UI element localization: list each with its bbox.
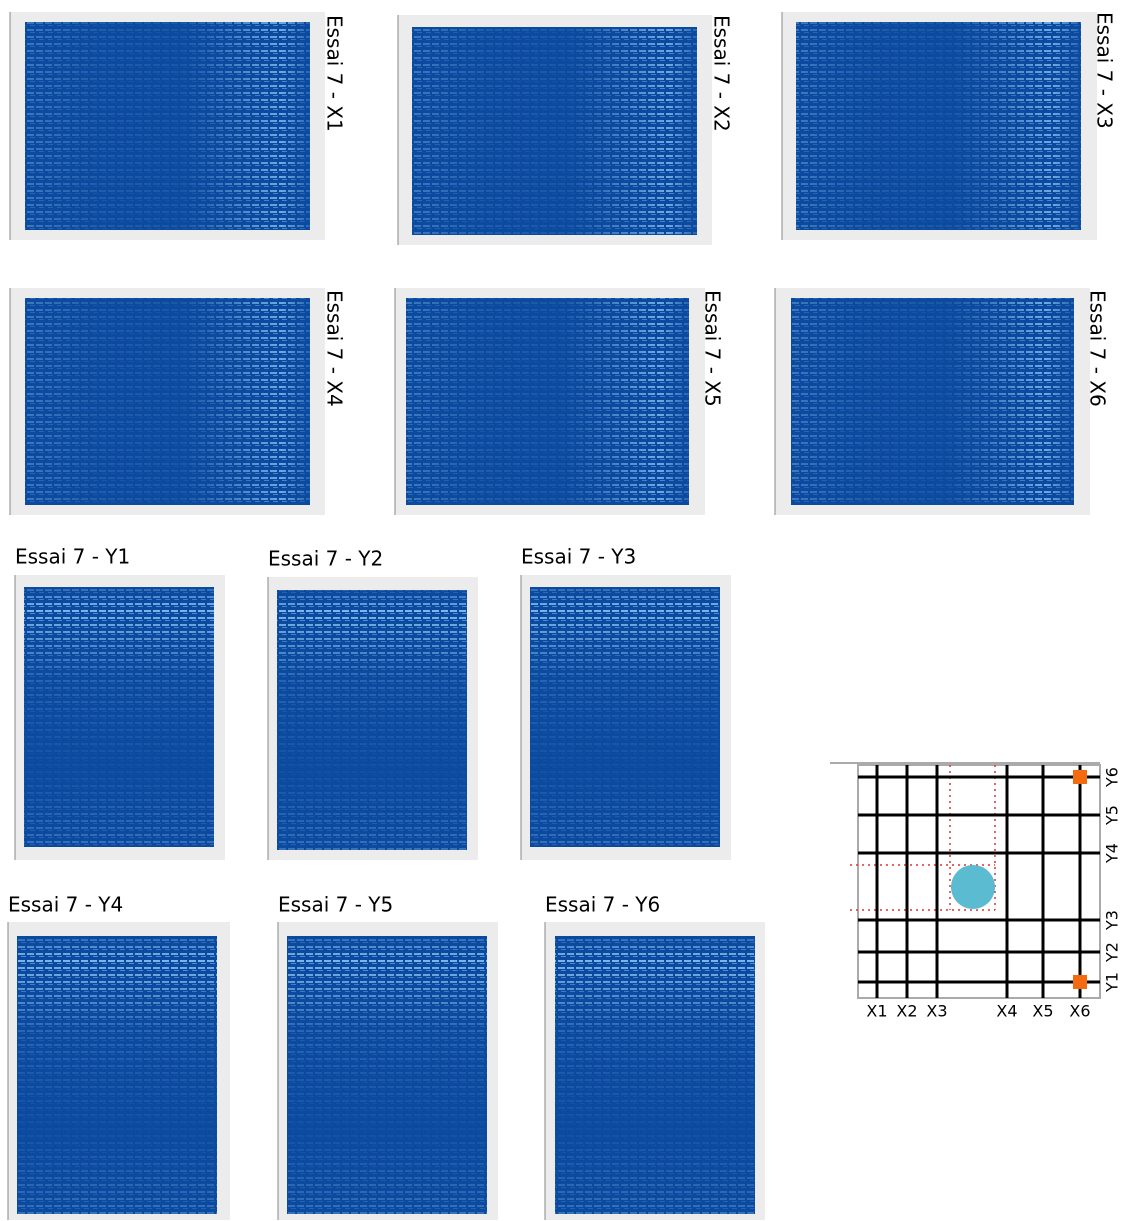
panel-title: Essai 7 - X2: [710, 15, 734, 132]
spectrogram-texture: [412, 27, 697, 235]
panel-title: Essai 7 - Y3: [521, 545, 636, 569]
spectrogram-panel: Essai 7 - Y4: [7, 893, 230, 1220]
spectrogram-panel: Essai 7 - X4: [9, 288, 347, 515]
spectrogram-panel: Essai 7 - Y1: [14, 545, 225, 860]
x-label: X2: [896, 1002, 917, 1021]
panel-title: Essai 7 - X6: [1086, 290, 1110, 407]
panel-title: Essai 7 - Y2: [268, 547, 383, 571]
y-label: Y6: [1103, 767, 1122, 788]
spectrogram-texture: [796, 22, 1081, 230]
spectrogram-panel: Essai 7 - Y2: [267, 547, 478, 860]
x-label: X4: [996, 1002, 1017, 1021]
spectrogram-panel: Essai 7 - X1: [9, 12, 347, 240]
spectrogram-panel: Essai 7 - X3: [781, 12, 1117, 240]
x-label: X5: [1032, 1002, 1053, 1021]
spectrogram-panel: Essai 7 - Y3: [520, 545, 731, 860]
panel-title: Essai 7 - X4: [323, 290, 347, 407]
x-label: X3: [926, 1002, 947, 1021]
panel-title: Essai 7 - X5: [701, 290, 725, 407]
spectrogram-texture: [277, 590, 467, 850]
y-label: Y2: [1103, 942, 1122, 963]
spectrogram-texture: [791, 298, 1074, 505]
panel-title: Essai 7 - Y1: [15, 545, 130, 569]
spectrogram-panel: Essai 7 - X5: [394, 288, 725, 515]
x-label: X6: [1069, 1002, 1090, 1021]
grid-diagram: [830, 762, 1101, 999]
panel-title: Essai 7 - Y5: [278, 893, 393, 917]
y-label: Y5: [1103, 805, 1122, 826]
panel-title: Essai 7 - Y4: [8, 893, 123, 917]
spectrogram-panel: Essai 7 - Y5: [277, 893, 498, 1220]
spectrogram-panel: Essai 7 - Y6: [544, 893, 765, 1220]
panel-title: Essai 7 - X1: [323, 15, 347, 132]
spectrogram-texture: [25, 22, 310, 230]
spectrogram-texture: [287, 936, 487, 1214]
spectrogram-texture: [25, 298, 310, 505]
panel-title: Essai 7 - X3: [1093, 12, 1117, 129]
spectrogram-texture: [17, 936, 217, 1214]
spectrogram-panel: Essai 7 - X6: [774, 288, 1110, 515]
spectrogram-texture: [24, 587, 214, 847]
spectrogram-texture: [555, 936, 755, 1214]
spectrogram-texture: [530, 587, 720, 847]
panel-title: Essai 7 - Y6: [545, 893, 660, 917]
y-label: Y3: [1103, 910, 1122, 931]
spectrogram-texture: [406, 298, 689, 505]
y-label: Y4: [1103, 843, 1122, 864]
y-label: Y1: [1103, 972, 1122, 993]
x-label: X1: [866, 1002, 887, 1021]
spectrogram-panel: Essai 7 - X2: [397, 15, 734, 245]
